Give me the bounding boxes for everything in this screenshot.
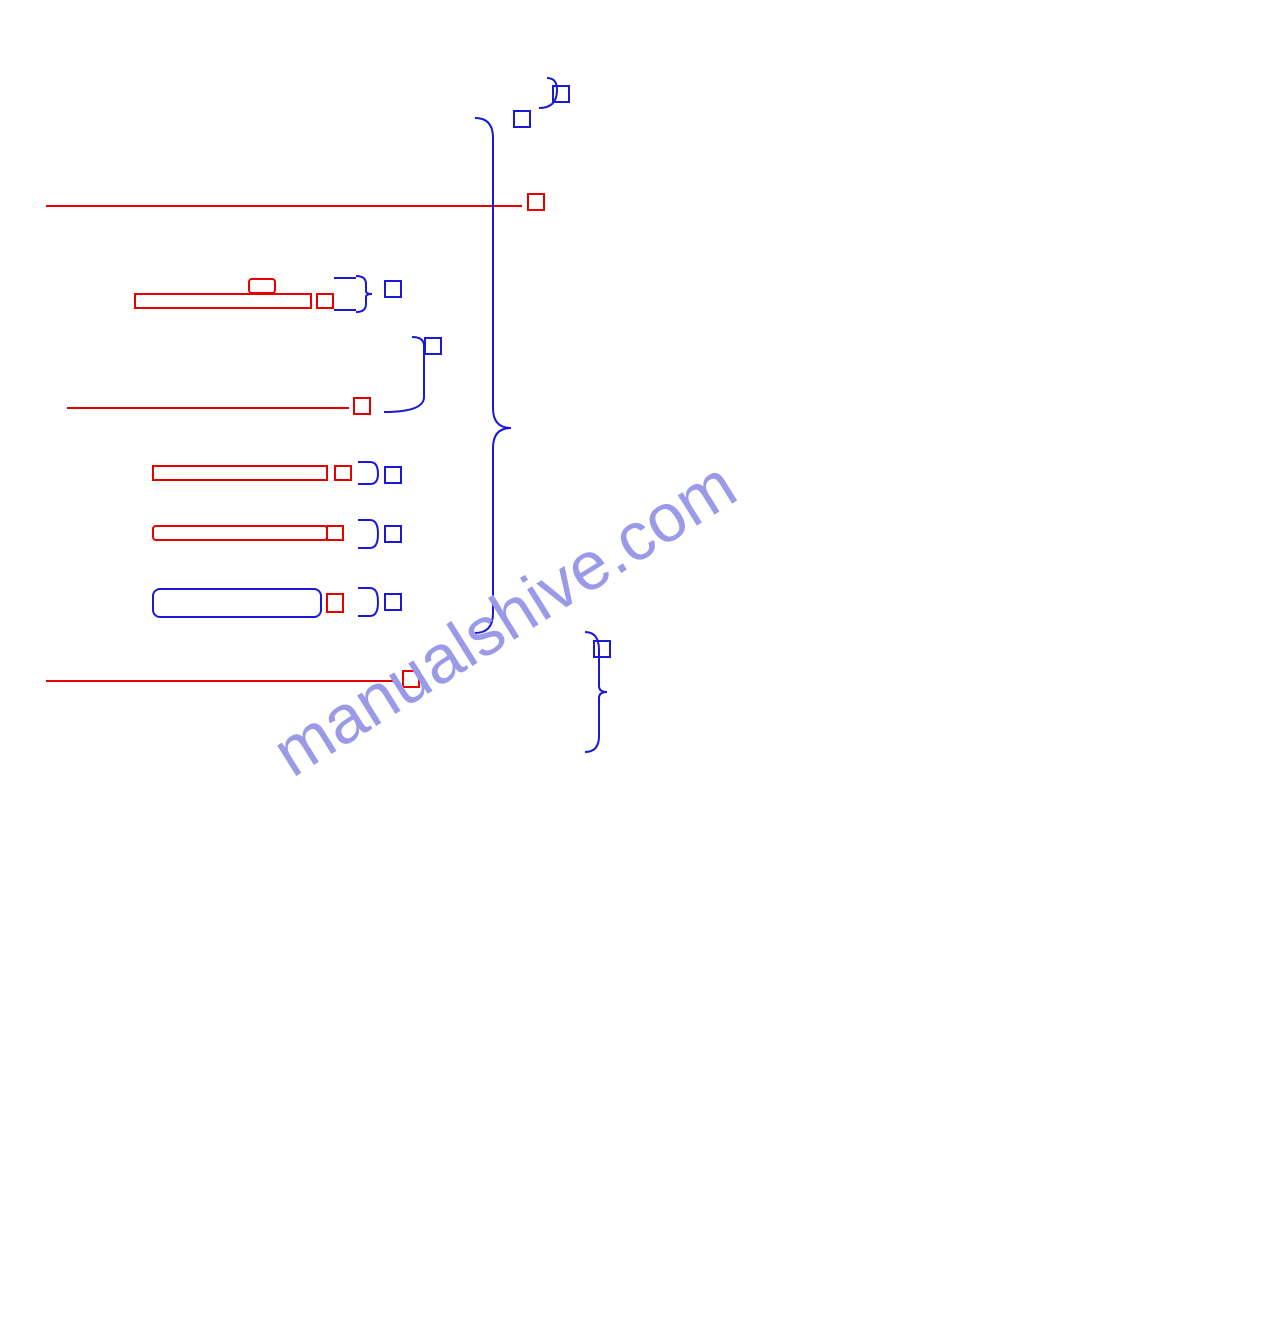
blue-bar bbox=[152, 588, 322, 618]
bottom-curly-bracket bbox=[575, 632, 775, 1332]
red-bar-3 bbox=[152, 525, 328, 541]
pair-bracket-600 bbox=[358, 586, 558, 1286]
red-square-1 bbox=[316, 293, 334, 309]
red-tab-box bbox=[248, 278, 276, 294]
red-bar-2 bbox=[152, 465, 328, 481]
red-bar-1 bbox=[134, 293, 312, 309]
red-horizontal-line-1 bbox=[46, 205, 522, 207]
red-horizontal-line-2 bbox=[67, 407, 349, 409]
